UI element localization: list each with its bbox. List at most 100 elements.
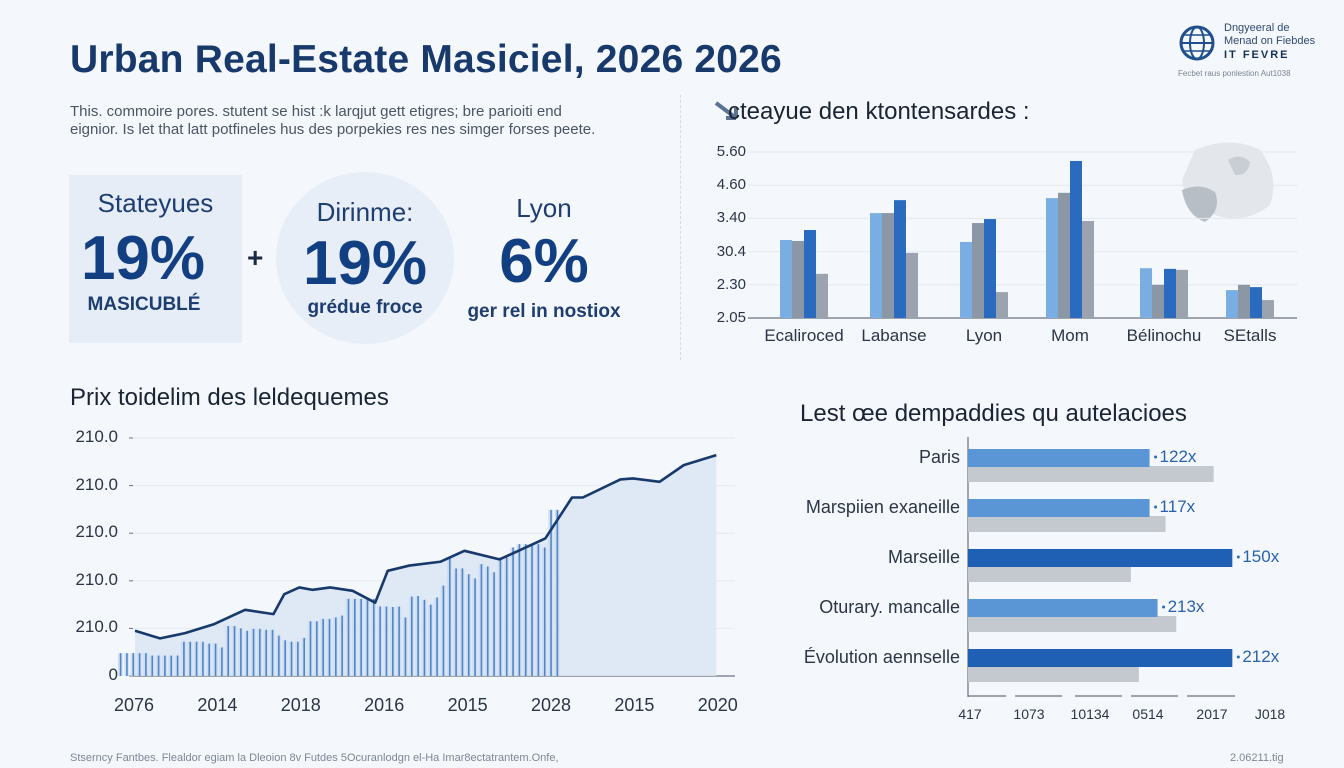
bar — [455, 568, 457, 676]
y-category-label: Marseille — [887, 547, 960, 567]
bar-primary — [968, 549, 1233, 567]
bar — [461, 568, 464, 676]
data-label-dot — [1236, 655, 1240, 659]
x-tick-label: 2016 — [364, 695, 405, 715]
bar — [176, 655, 179, 676]
bar — [870, 213, 882, 318]
bar — [1226, 290, 1238, 318]
logo — [1178, 24, 1216, 67]
bar-primary — [968, 449, 1150, 467]
data-label-dot — [1236, 555, 1240, 559]
bar — [417, 596, 419, 676]
bar — [543, 547, 546, 676]
data-label-dot — [1154, 455, 1158, 459]
bar — [1046, 198, 1058, 318]
x-tick-label: 2015 — [614, 695, 655, 715]
bar — [157, 655, 160, 676]
bar — [309, 621, 312, 676]
bar — [486, 566, 489, 676]
stat-3-value: 6% — [499, 227, 589, 296]
line-chart-title: Prix toidelim des leldequemes — [70, 384, 389, 411]
logo-line-3: IT FEVRE — [1224, 49, 1290, 61]
bar — [1070, 160, 1082, 318]
bar — [373, 598, 375, 676]
bar — [505, 557, 508, 676]
bar — [278, 635, 280, 676]
y-tick-label: 2.05 — [716, 309, 746, 326]
stat-1-label: Stateyues — [97, 188, 214, 218]
bar — [233, 626, 236, 676]
stat-3-label: Lyon — [516, 193, 572, 223]
bar — [385, 606, 388, 676]
bar — [804, 230, 816, 318]
data-label: 150x — [1242, 547, 1280, 566]
footer-code: 2.06211.tig — [1230, 752, 1284, 764]
bar — [290, 641, 293, 676]
bar — [792, 240, 804, 318]
y-tick-label: 210.0 — [75, 474, 118, 494]
bar — [119, 653, 122, 676]
stat-circle-2 — [276, 172, 454, 344]
x-tick-label: 2076 — [113, 695, 155, 715]
x-tick-label: 0514 — [1132, 706, 1164, 722]
bar — [252, 628, 255, 676]
bar — [1176, 269, 1188, 318]
bar — [322, 618, 324, 676]
bar — [984, 219, 996, 318]
y-category-label: Paris — [918, 447, 960, 467]
bar — [531, 544, 533, 676]
bar-secondary — [968, 466, 1214, 482]
y-tick-label: 5.60 — [716, 143, 746, 160]
x-tick-label: 2014 — [197, 695, 238, 715]
y-tick-label: 0 — [108, 665, 118, 684]
subtitle-line-2: eignior. Is let that latt potfineles hus… — [70, 121, 596, 138]
bar-secondary — [968, 616, 1177, 632]
stat-card-1 — [69, 175, 242, 343]
bar — [366, 598, 369, 676]
x-tick-label: J018 — [1254, 706, 1286, 722]
bar — [303, 637, 305, 676]
bar — [354, 598, 356, 676]
bar — [271, 629, 274, 676]
bar — [202, 641, 204, 676]
x-category-label: Ecaliroced — [764, 326, 844, 345]
bar — [1058, 192, 1070, 318]
logo-line-1: Dngyeeral de — [1224, 22, 1290, 34]
bar — [316, 621, 318, 676]
page-subtitle: This. commoire pores. stutent se hist :k… — [70, 103, 670, 139]
bar — [221, 647, 223, 676]
bar — [183, 641, 185, 676]
bar — [379, 606, 381, 676]
bar — [1262, 300, 1274, 318]
y-category-label: Évolution aennselle — [803, 647, 960, 667]
bar — [537, 544, 540, 676]
bar — [1164, 268, 1176, 318]
bar — [972, 223, 984, 318]
bar — [214, 643, 217, 676]
bar — [448, 558, 451, 676]
bar — [227, 626, 230, 676]
bar — [1238, 284, 1250, 318]
stat-2-sub: grédue froce — [307, 297, 423, 318]
stat-1-value: 19% — [80, 224, 206, 293]
logo-line-2: Menad on Fiebdes — [1224, 35, 1316, 47]
bar-secondary — [968, 666, 1139, 682]
y-tick-label: 30.4 — [716, 242, 746, 260]
bar — [882, 213, 894, 318]
bar — [410, 596, 413, 676]
bar — [246, 630, 248, 676]
stat-1-sub: MASICUBLÉ — [87, 294, 201, 315]
bar — [1250, 287, 1262, 318]
map-icon — [1182, 142, 1274, 222]
bar — [398, 606, 400, 676]
bar-primary — [968, 499, 1150, 517]
bar-primary — [968, 649, 1233, 667]
bar — [1082, 221, 1094, 318]
bar — [132, 653, 135, 676]
bar — [341, 615, 343, 676]
data-label-dot — [1154, 505, 1158, 509]
section-divider — [680, 95, 681, 360]
bar — [126, 653, 128, 676]
